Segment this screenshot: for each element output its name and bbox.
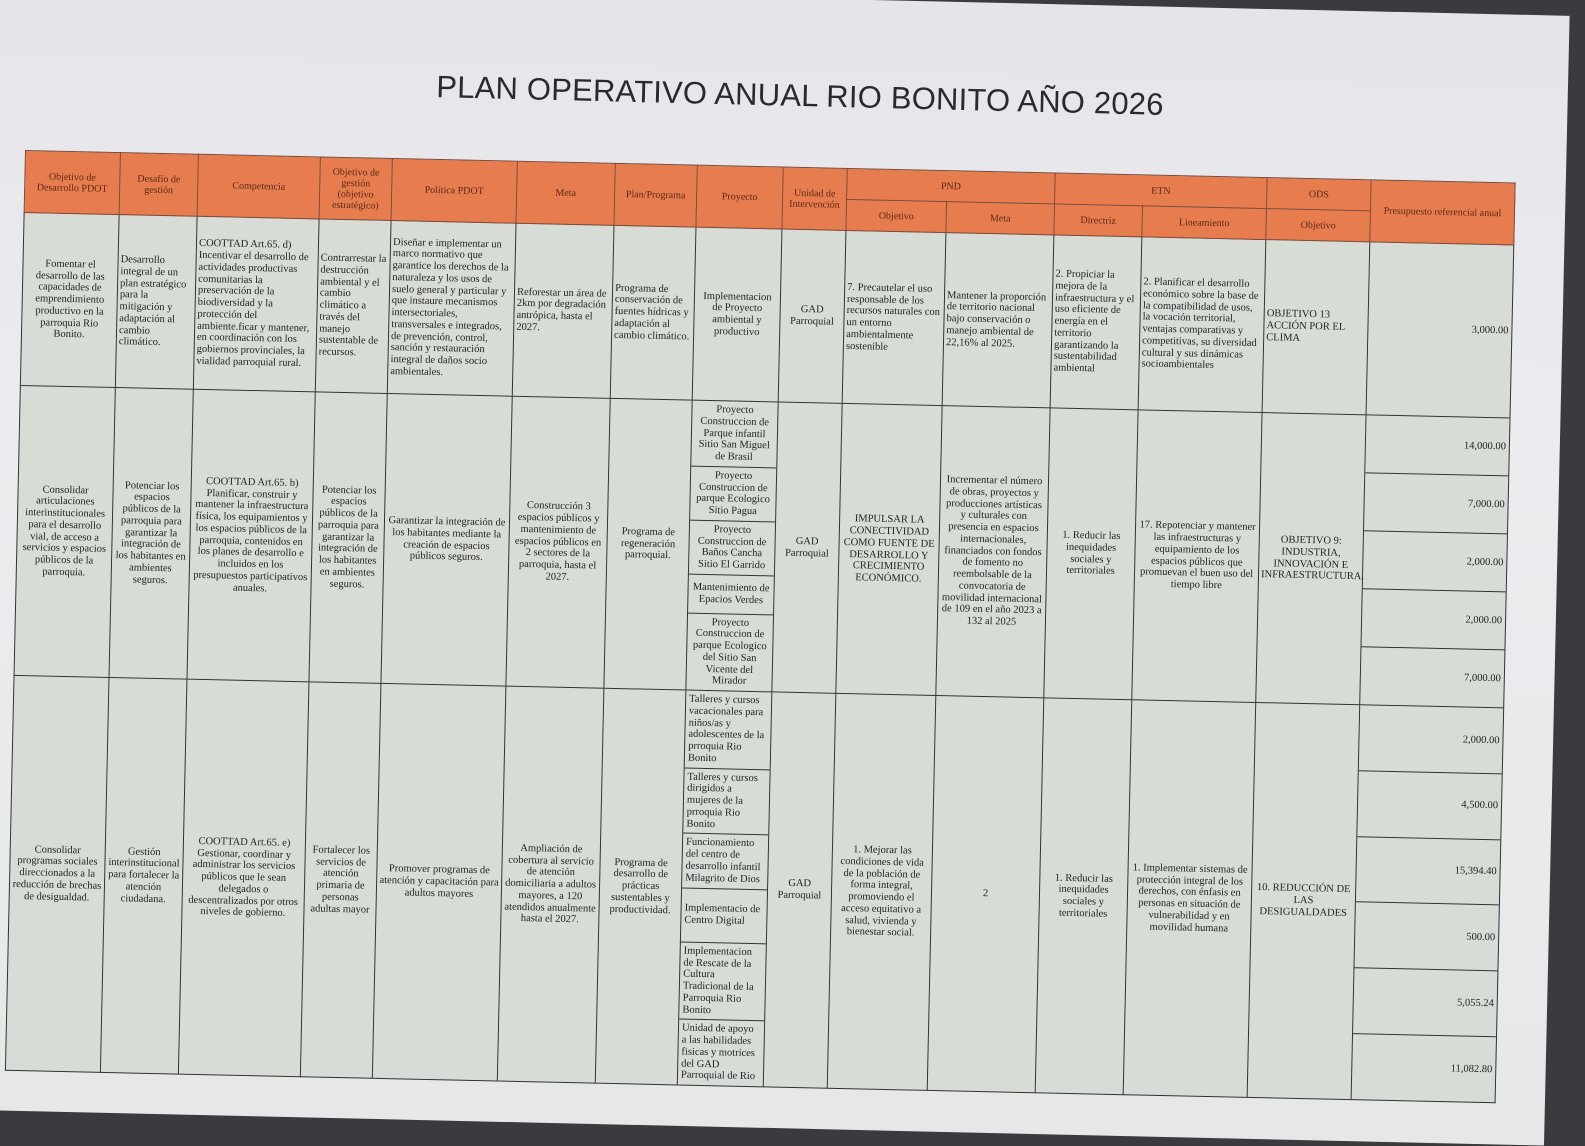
header-proyecto: Proyecto	[695, 165, 784, 230]
cell-plan: Programa de desarrollo de prácticas sust…	[595, 688, 686, 1085]
budget-list: 14,000.00 7,000.00 2,000.00 2,000.00 7,000.0…	[1360, 415, 1510, 707]
budget-amount: 4,500.00	[1357, 771, 1502, 841]
project-item: Implementacion de Proyecto ambiental y p…	[703, 290, 772, 338]
header-pnd-objetivo: Objetivo	[845, 199, 947, 233]
cell-objetivo-gestion: Potenciar los espacios públicos de la pa…	[308, 391, 388, 684]
budget-amount: 500.00	[1354, 902, 1499, 972]
header-etn: ETN	[1054, 172, 1268, 209]
cell-plan: Programa de regeneración parroquial.	[603, 398, 693, 691]
cell-objetivo-gestion: Fortalecer los servicios de atención pri…	[300, 681, 381, 1079]
project-item: Talleres y cursos vacacionales para niño…	[684, 690, 772, 770]
cell-competencia: COOTTAD Art.65. e) Gestionar, coordinar …	[178, 679, 309, 1077]
header-plan: Plan/Programa	[613, 163, 698, 228]
project-item: Mantenimiento de Epacios Verdes	[688, 574, 774, 615]
cell-objetivo-desarrollo: Consolidar articulaciones interinstituci…	[14, 385, 116, 678]
header-competencia: Competencia	[197, 154, 321, 219]
cell-etn-lineamiento: 2. Planificar el desarrollo económico so…	[1138, 236, 1266, 413]
cell-ods-objetivo: OBJETIVO 13 ACCIÓN POR EL CLIMA	[1262, 239, 1370, 415]
cell-unidad: GAD Parroquial	[763, 691, 836, 1089]
cell-meta: Reforestar un área de 2km por degradació…	[512, 223, 614, 399]
cell-etn-directriz: 1. Reducir las inequidades sociales y te…	[1035, 697, 1132, 1095]
header-meta: Meta	[516, 161, 616, 226]
cell-pnd-objetivo: 1. Mejorar las condiciones de vida de la…	[827, 693, 936, 1091]
budget-amount: 15,394.40	[1355, 836, 1501, 906]
project-item: Talleres y cursos dirigidos a mujeres de…	[683, 768, 770, 836]
cell-etn-lineamiento: 17. Repotenciar y mantener las infraestr…	[1131, 409, 1263, 703]
budget-amount: 14,000.00	[1365, 415, 1510, 477]
cell-ods-objetivo: 10. REDUCCIÓN DE LAS DESIGUALDADES	[1247, 702, 1360, 1100]
budget-amount: 7,000.00	[1364, 473, 1509, 535]
project-list: Talleres y cursos vacacionales para niño…	[678, 690, 772, 1087]
cell-politica: Garantizar la integración de los habitan…	[380, 393, 513, 687]
plan-table-container: Objetivo de Desarrollo PDOT Desafío de g…	[5, 150, 1516, 1103]
header-etn-lineamiento: Lineamiento	[1141, 205, 1267, 240]
project-item: Proyecto Construccion de parque Ecologic…	[692, 616, 767, 688]
budget-amount: 7,000.00	[1463, 672, 1501, 684]
plan-table-body: Fomentar el desarrollo de las capacidade…	[5, 212, 1514, 1103]
header-objetivo-gestion: Objetivo de gestión (objetivo estratégic…	[319, 156, 393, 221]
header-etn-directriz: Directriz	[1053, 203, 1143, 237]
project-item: Proyecto Construccion de parque Ecologic…	[690, 466, 777, 523]
cell-desafio: Potenciar los espacios públicos de la pa…	[109, 387, 194, 680]
header-presupuesto: Presupuesto referencial anual	[1369, 179, 1516, 246]
cell-ods-objetivo: OBJETIVO 9: INDUSTRIA, INNOVACIÓN E INFR…	[1255, 412, 1367, 705]
budget-list: 2,000.00 4,500.00 15,394.40 500.00 5,055.24 1…	[1352, 705, 1504, 1102]
project-item: Funcionamiento del centro de desarrollo …	[682, 833, 769, 890]
table-row: Fomentar el desarrollo de las capacidade…	[20, 212, 1514, 418]
budget-amount: 3,000.00	[1471, 324, 1509, 337]
plan-table: Objetivo de Desarrollo PDOT Desafío de g…	[5, 150, 1516, 1103]
budget-amount: 5,055.24	[1353, 968, 1498, 1038]
cell-politica: Promover programas de atención y capacit…	[372, 683, 506, 1082]
cell-objetivo-gestion: Contrarrestar la destrucción ambiental y…	[315, 218, 392, 394]
project-list: Implementacion de Proyecto ambiental y p…	[693, 228, 782, 402]
cell-unidad: GAD Parroquial	[771, 401, 843, 694]
project-list: Proyecto Construccion de Parque infantil…	[686, 400, 778, 692]
cell-meta: Ampliación de cobertura al servicio de a…	[497, 686, 604, 1084]
cell-presupuestos: 3,000.00	[1366, 241, 1514, 418]
header-objetivo-desarrollo: Objetivo de Desarrollo PDOT	[24, 150, 121, 215]
table-row: Consolidar articulaciones interinstituci…	[14, 385, 1511, 708]
cell-pnd-objetivo: 7. Precautelar el uso responsable de los…	[842, 230, 946, 406]
budget-amount: 2,000.00	[1358, 705, 1504, 775]
header-pnd: PND	[846, 168, 1056, 204]
cell-pnd-meta: 2	[927, 695, 1044, 1093]
table-row: Consolidar programas sociales direcciona…	[5, 675, 1504, 1103]
cell-pnd-meta: Mantener la proporción de territorio nac…	[942, 232, 1054, 408]
cell-proyectos: Implementacion de Proyecto ambiental y p…	[692, 227, 782, 402]
cell-etn-lineamiento: 1. Implementar sistemas de protección in…	[1123, 699, 1256, 1098]
cell-pnd-meta: Incrementar el número de obras, proyecto…	[935, 405, 1051, 698]
cell-desafio: Desarrollo integral de un plan estratégi…	[115, 214, 198, 390]
project-item: Unidad de apoyo a las habilidades fisica…	[680, 1022, 756, 1083]
budget-amount: 2,000.00	[1361, 589, 1506, 651]
project-item: Implementacio de Centro Digital	[680, 888, 768, 945]
budget-list: 3,000.00	[1367, 242, 1514, 417]
project-item: Proyecto Construccion de Parque infantil…	[691, 400, 778, 469]
project-item: Proyecto Construccion de Baños Cancha Si…	[688, 520, 776, 577]
cell-proyectos: Proyecto Construccion de Parque infantil…	[685, 400, 779, 692]
cell-competencia: COOTTAD Art.65. b) Planificar, construir…	[186, 389, 316, 682]
cell-etn-directriz: 2. Propiciar la mejora de la infraestruc…	[1050, 234, 1142, 410]
budget-amount: 2,000.00	[1362, 531, 1507, 593]
cell-politica: Diseñar e implementar un marco normativo…	[387, 220, 517, 397]
header-ods: ODS	[1266, 177, 1372, 211]
cell-etn-directriz: 1. Reducir las inequidades sociales y te…	[1043, 407, 1139, 700]
cell-meta: Construcción 3 espacios públicos y mante…	[505, 396, 611, 689]
header-pnd-meta: Meta	[945, 201, 1055, 235]
budget-amount: 11,082.80	[1450, 1062, 1493, 1075]
cell-unidad: GAD Parroquial	[778, 229, 846, 404]
cell-desafio: Gestión interinstitucional para fortalec…	[100, 677, 187, 1075]
cell-plan: Programa de conservación de fuentes hídr…	[610, 225, 696, 401]
cell-competencia: COOTTAD Art.65. d) Incentivar el desarro…	[193, 216, 320, 392]
cell-objetivo-desarrollo: Fomentar el desarrollo de las capacidade…	[20, 212, 120, 388]
header-unidad: Unidad de Intervención	[781, 167, 848, 231]
cell-pnd-objetivo: IMPULSAR LA CONECTIVIDAD COMO FUENTE DE …	[835, 403, 943, 696]
header-ods-objetivo: Objetivo	[1265, 208, 1371, 242]
header-politica: Política PDOT	[391, 158, 518, 224]
header-desafio: Desafío de gestión	[119, 152, 199, 217]
cell-presupuestos: 2,000.00 4,500.00 15,394.40 500.00 5,055.24 1…	[1351, 704, 1504, 1103]
cell-objetivo-desarrollo: Consolidar programas sociales direcciona…	[5, 675, 110, 1073]
cell-proyectos: Talleres y cursos vacacionales para niño…	[677, 690, 772, 1087]
project-item: Implementacion de Rescate de la Cultura …	[679, 942, 766, 1022]
cell-presupuestos: 14,000.00 7,000.00 2,000.00 2,000.00 7,000.0…	[1359, 414, 1511, 708]
